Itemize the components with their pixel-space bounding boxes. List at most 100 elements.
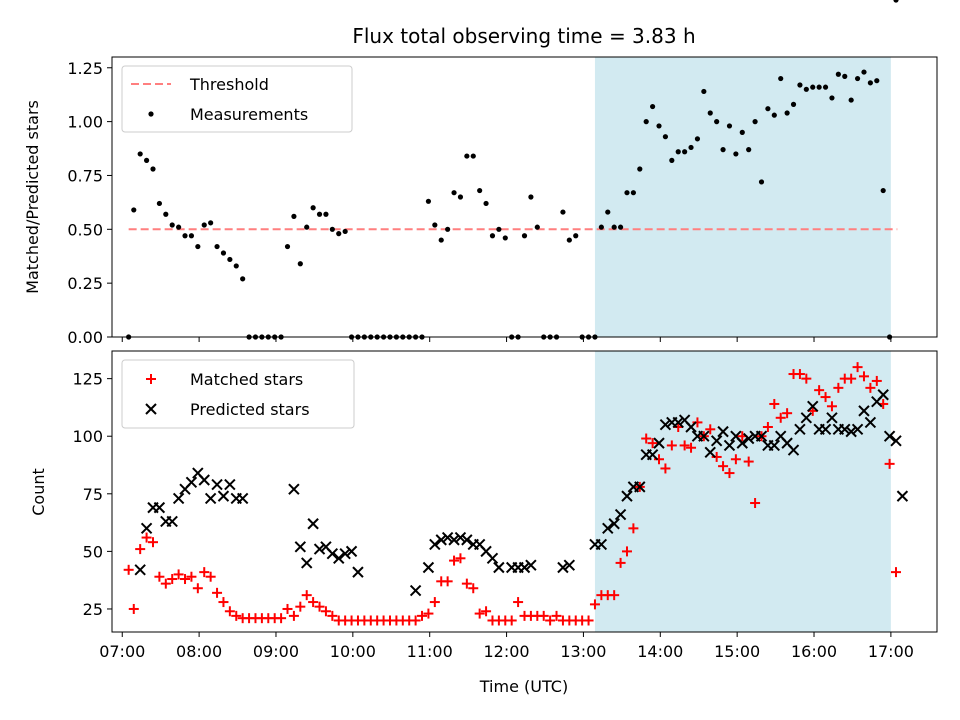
- predicted-star-point-b: [614, 508, 627, 521]
- predicted-star-point: [217, 490, 230, 502]
- matched-star-point: [135, 544, 146, 555]
- measurement-point: [835, 71, 841, 77]
- predicted-star-point: [429, 538, 441, 551]
- predicted-star-point: [819, 423, 832, 436]
- measurement-point: [316, 211, 323, 217]
- predicted-star-point-b: [140, 522, 153, 535]
- matched-star-point: [660, 463, 671, 474]
- measurement-point: [810, 84, 816, 90]
- predicted-star-point: [595, 538, 608, 551]
- predicted-star-point: [851, 423, 864, 436]
- matched-star-point: [589, 599, 600, 610]
- matched-star-point: [167, 574, 178, 585]
- top-axes-frame: [111, 56, 938, 338]
- matched-star-point: [410, 615, 421, 626]
- predicted-star-point-b: [826, 412, 838, 424]
- highlight-span-top: [594, 57, 891, 337]
- predicted-star-point-b: [448, 534, 460, 546]
- predicted-star-point: [518, 561, 531, 574]
- measurement-point: [483, 200, 489, 207]
- bottom-legend-box: [121, 359, 355, 429]
- predicted-star-point-b: [800, 412, 813, 424]
- predicted-star-point-b: [461, 534, 473, 546]
- measurement-point: [752, 119, 758, 125]
- matched-star-point: [423, 608, 434, 619]
- matched-star-point: [282, 603, 293, 614]
- measurement-point: [464, 153, 470, 159]
- predicted-star-point-b: [787, 444, 800, 456]
- measurement-point: [195, 243, 201, 250]
- measurement-point: [874, 78, 880, 84]
- matched-star-point: [288, 610, 299, 621]
- predicted-star-point-b: [134, 564, 146, 576]
- predicted-star-point: [755, 430, 768, 442]
- predicted-star-point: [685, 421, 697, 433]
- measurement-point: [688, 144, 694, 151]
- predicted-star-point-b: [166, 515, 178, 528]
- matched-star-point: [186, 571, 197, 582]
- measurement-point: [854, 75, 861, 82]
- predicted-star-point-b: [493, 561, 505, 574]
- predicted-star-point-b: [595, 538, 608, 551]
- predicted-star-point: [153, 501, 166, 514]
- matched-star-point: [583, 615, 594, 626]
- predicted-star-point-b: [858, 405, 870, 417]
- predicted-star-point: [422, 561, 435, 574]
- predicted-star-point-b: [608, 518, 620, 530]
- y-tick-label: 0.25: [67, 274, 103, 293]
- x-tick-label: 13:00: [560, 642, 606, 661]
- legend-measurements-label: Measurements: [190, 105, 308, 124]
- measurement-point: [284, 243, 291, 250]
- matched-star-point: [891, 567, 902, 578]
- legend-measurements-swatch: [148, 111, 154, 117]
- predicted-star-point-b: [819, 423, 832, 436]
- matched-star-point: [826, 401, 837, 412]
- predicted-star-point: [768, 439, 781, 452]
- measurement-point: [323, 211, 329, 217]
- matched-star-point: [654, 454, 665, 465]
- predicted-star-point-b: [185, 476, 198, 488]
- matched-star-point: [794, 369, 805, 380]
- measurement-point: [227, 256, 233, 263]
- matched-star-point: [506, 615, 517, 626]
- predicted-star-point: [710, 435, 723, 447]
- legend-matched-label: Matched stars: [190, 370, 303, 389]
- matched-star-point: [199, 567, 210, 578]
- matched-star-point: [718, 461, 729, 472]
- measurement-point: [746, 147, 752, 153]
- predicted-star-point-b: [851, 423, 864, 436]
- predicted-star-point: [409, 584, 422, 597]
- predicted-star-point-b: [634, 481, 646, 493]
- matched-star-point: [513, 597, 524, 608]
- predicted-star-point-b: [646, 448, 659, 461]
- matched-star-point: [871, 375, 882, 386]
- measurement-point: [726, 123, 733, 129]
- predicted-star-point: [787, 444, 800, 456]
- y-tick-label: 100: [72, 427, 103, 446]
- measurement-point: [502, 235, 508, 241]
- measurement-point: [861, 69, 867, 75]
- matched-star-point: [705, 424, 716, 435]
- predicted-star-point: [339, 547, 351, 560]
- matched-star-point: [141, 532, 152, 543]
- x-tick-label: 15:00: [714, 642, 760, 661]
- measurement-point: [617, 224, 624, 230]
- measurement-point: [829, 95, 835, 101]
- matched-star-point: [762, 422, 773, 433]
- measurement-point: [662, 134, 669, 140]
- measurement-point: [605, 209, 611, 215]
- measurement-point: [182, 233, 188, 239]
- measurement-point: [598, 224, 604, 230]
- matched-star-point: [449, 555, 460, 566]
- predicted-star-point-b: [518, 561, 531, 574]
- measurement-point: [790, 101, 797, 107]
- predicted-star-point-b: [557, 561, 569, 574]
- matched-star-point: [724, 468, 735, 479]
- predicted-star-point-b: [473, 538, 486, 551]
- measurement-point: [720, 147, 726, 153]
- matched-star-point: [205, 571, 216, 582]
- matched-star-point: [801, 373, 812, 384]
- predicted-star-point-b: [525, 559, 537, 571]
- measurement-point: [342, 228, 348, 235]
- matched-star-point: [666, 440, 677, 451]
